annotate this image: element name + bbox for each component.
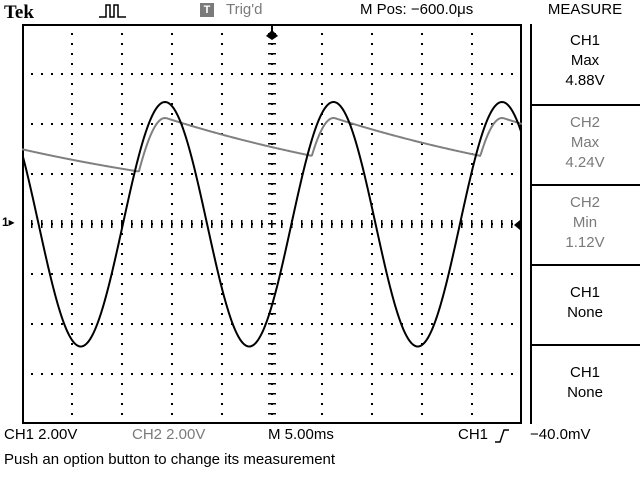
slot-type: None — [567, 384, 603, 401]
slot-type: Max — [570, 134, 600, 151]
trigger-pulse-icon — [99, 4, 126, 18]
horizontal-position: M Pos: −600.0μs — [360, 1, 474, 18]
rising-edge-icon — [495, 429, 509, 443]
menu-separator — [530, 264, 640, 266]
slot-type: None — [567, 304, 603, 321]
ch1-scale: CH1 2.00V — [4, 426, 78, 443]
slot-value: 1.12V — [565, 234, 605, 251]
measure-slot-2[interactable]: CH2 Max 4.24V — [530, 106, 640, 186]
trigger-position-marker — [266, 30, 278, 40]
menu-separator — [530, 184, 640, 186]
measure-slot-3[interactable]: CH2 Min 1.12V — [530, 186, 640, 266]
measure-slot-4[interactable]: CH1 None — [530, 276, 640, 356]
trigger-badge: T — [200, 3, 214, 17]
ch1-ground-marker: 1▸ — [2, 215, 15, 229]
trigger-level-marker — [514, 220, 520, 230]
measure-menu: CH1 Max 4.88V CH2 Max 4.24V CH2 Min 1.12… — [530, 24, 640, 424]
slot-value: 4.24V — [565, 154, 605, 171]
slot-source: CH1 — [569, 32, 600, 49]
ch2-waveform — [22, 116, 522, 173]
trigger-status: Trig'd — [226, 1, 263, 18]
slot-source: CH2 — [569, 114, 600, 131]
ch1-waveform — [22, 100, 522, 348]
slot-source: CH1 — [569, 364, 600, 381]
menu-separator — [530, 344, 640, 346]
slot-type: Min — [572, 214, 598, 231]
brand-logo: Tek — [4, 2, 34, 23]
trigger-level: −40.0mV — [530, 426, 591, 443]
waveform-display — [22, 24, 522, 424]
timebase: M 5.00ms — [268, 426, 334, 443]
menu-divider — [530, 24, 532, 424]
status-message: Push an option button to change its meas… — [4, 451, 336, 468]
trigger-position-stem — [271, 24, 273, 31]
slot-value: 4.88V — [565, 72, 605, 89]
slot-type: Max — [570, 52, 600, 69]
trigger-source: CH1 — [458, 426, 489, 443]
slot-source: CH2 — [569, 194, 600, 211]
measure-slot-5[interactable]: CH1 None — [530, 356, 640, 436]
menu-title: MEASURE — [547, 1, 623, 18]
graticule — [22, 24, 522, 424]
ch2-scale: CH2 2.00V — [132, 426, 206, 443]
menu-separator — [530, 104, 640, 106]
slot-source: CH1 — [569, 284, 600, 301]
measure-slot-1[interactable]: CH1 Max 4.88V — [530, 24, 640, 104]
